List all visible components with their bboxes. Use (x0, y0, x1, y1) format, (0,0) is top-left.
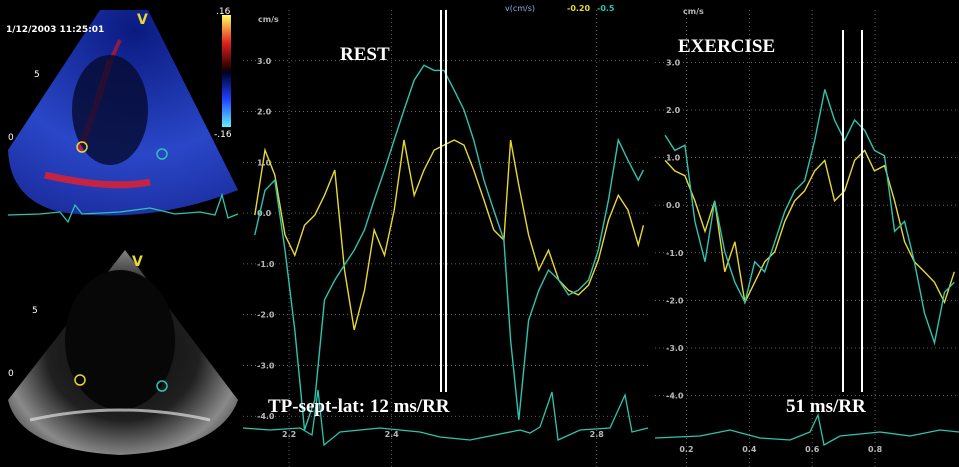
depth-label: 5 (34, 70, 40, 80)
x-tick-label: 0.8 (868, 445, 883, 454)
color-scale-min: -.16 (214, 130, 232, 140)
page: 1/12/2003 11:25:01 V .16 -.16 5 0 V 5 0 … (0, 0, 959, 467)
color-scale-max: .16 (216, 7, 231, 17)
probe-marker: V (132, 254, 143, 270)
y-tick-label: 0.0 (666, 201, 681, 210)
depth-label: 5 (32, 306, 38, 316)
y-tick-label: 2.0 (257, 108, 272, 117)
readout-label: v(cm/s) (505, 4, 535, 13)
x-tick-label: 2.4 (385, 430, 400, 439)
y-tick-label: -2.0 (666, 296, 684, 305)
probe-marker: V (137, 12, 148, 28)
y-axis-label: cm/s (683, 7, 704, 16)
y-tick-label: 3.0 (257, 57, 272, 66)
x-tick-label: 0.2 (679, 445, 693, 454)
y-tick-label: -4.0 (666, 392, 684, 401)
y-tick-label: -2.0 (257, 311, 275, 320)
timestamp: 1/12/2003 11:25:01 (6, 25, 104, 35)
chart-title: REST (340, 44, 390, 65)
y-tick-label: 3.0 (666, 58, 681, 67)
x-tick-label: 0.6 (805, 445, 820, 454)
x-tick-label: 2.2 (282, 430, 296, 439)
y-tick-label: -1.0 (666, 249, 684, 258)
annotation: TP-sept-lat: 12 ms/RR (268, 396, 450, 417)
readout-lateral: -0.5 (597, 4, 615, 13)
depth-label: 0 (8, 133, 14, 143)
readout-septal: -0.20 (567, 4, 590, 13)
y-tick-label: 2.0 (666, 106, 681, 115)
y-tick-label: -3.0 (666, 344, 684, 353)
x-tick-label: 2.8 (590, 430, 605, 439)
screenshot: 1/12/2003 11:25:01 V .16 -.16 5 0 V 5 0 … (0, 0, 959, 467)
depth-label: 0 (8, 369, 14, 379)
y-tick-label: -3.0 (257, 361, 275, 370)
annotation: 51 ms/RR (786, 396, 866, 417)
y-tick-label: 1.0 (666, 154, 681, 163)
x-tick-label: 0.4 (742, 445, 757, 454)
chart-title: EXERCISE (678, 36, 775, 57)
y-tick-label: -1.0 (257, 260, 275, 269)
y-axis-label: cm/s (258, 15, 279, 24)
